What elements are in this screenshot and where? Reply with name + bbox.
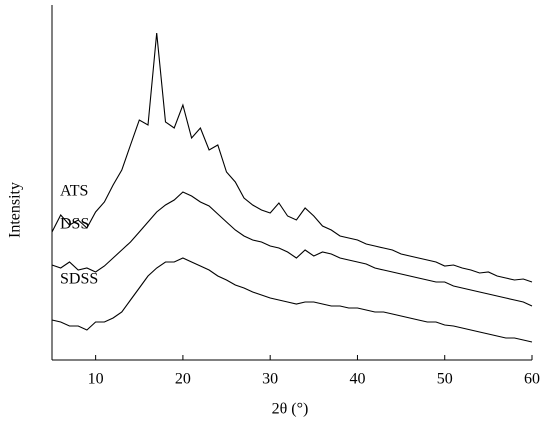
x-tick-label: 60	[524, 371, 540, 388]
x-tick-label: 20	[175, 371, 191, 388]
series-label: ATS	[60, 183, 88, 200]
line	[51, 257, 533, 343]
y-axis-label: Intensity	[7, 182, 24, 238]
series-label: DSS	[60, 216, 89, 233]
x-tick-label: 30	[262, 371, 278, 388]
line	[51, 191, 533, 307]
x-axis-label: 2θ (°)	[272, 401, 309, 418]
x-tick-label: 10	[88, 371, 104, 388]
series-label: SDSS	[60, 271, 98, 288]
x-tick-label: 50	[437, 371, 453, 388]
line	[51, 32, 533, 283]
x-tick-label: 40	[349, 371, 365, 388]
